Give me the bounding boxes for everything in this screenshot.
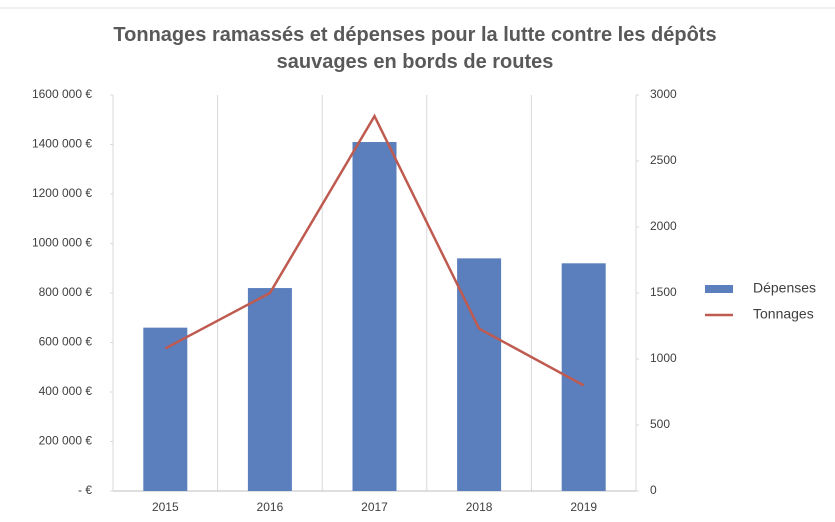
legend-label: Tonnages — [753, 306, 814, 322]
x-tick-label: 2019 — [570, 500, 597, 514]
line — [164, 113, 585, 387]
y-tick-label: 1400 000 € — [32, 137, 92, 151]
chart-title: Tonnages ramassés et dépenses pour la lu… — [113, 24, 717, 73]
legend-swatch — [705, 285, 733, 293]
x-tick-label: 2016 — [257, 500, 284, 514]
y-tick-label: 1600 000 € — [32, 87, 92, 101]
y2-tick-label: 1000 — [650, 351, 677, 365]
bar — [143, 327, 188, 491]
x-tick-label: 2015 — [152, 500, 179, 514]
y-tick-label: 400 000 € — [39, 384, 93, 398]
y2-tick-label: 500 — [650, 417, 670, 431]
x-tick-label: 2017 — [361, 500, 388, 514]
bar — [352, 142, 397, 491]
y2-tick-label: 2000 — [650, 219, 677, 233]
y2-tick-label: 2500 — [650, 153, 677, 167]
y-tick-label: 600 000 € — [39, 335, 93, 349]
y2-tick-label: 0 — [650, 483, 657, 497]
x-tick-label: 2018 — [466, 500, 493, 514]
y-tick-label: 1200 000 € — [32, 186, 92, 200]
y-tick-label: 1000 000 € — [32, 236, 92, 250]
y-tick-label: 800 000 € — [39, 285, 93, 299]
y-tick-label: - € — [78, 483, 92, 497]
bar — [457, 258, 502, 491]
y-tick-label: 200 000 € — [39, 434, 93, 448]
y2-tick-label: 3000 — [650, 87, 677, 101]
y2-tick-label: 1500 — [650, 285, 677, 299]
legend-label: Dépenses — [753, 280, 816, 296]
bar — [247, 288, 292, 491]
